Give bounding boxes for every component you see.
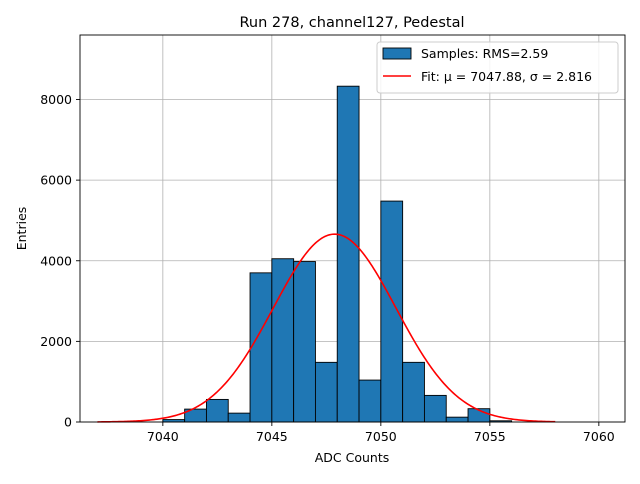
- x-tick-label: 7050: [365, 429, 397, 444]
- y-axis-label: Entries: [14, 207, 29, 251]
- legend: Samples: RMS=2.59 Fit: μ = 7047.88, σ = …: [376, 41, 619, 94]
- y-tick-label: 6000: [40, 173, 72, 188]
- histogram-bar: [336, 85, 360, 423]
- legend-box: [376, 41, 619, 94]
- y-tick-label: 2000: [40, 334, 72, 349]
- axes-frame: [79, 34, 626, 423]
- x-tick-label: 7055: [474, 429, 506, 444]
- histogram-bar: [445, 416, 469, 423]
- histogram-bar: [227, 412, 251, 423]
- y-tick-label: 0: [64, 415, 72, 430]
- x-tick-label: 7045: [256, 429, 288, 444]
- histogram-bar: [293, 261, 316, 423]
- x-tick-label: 7040: [147, 429, 179, 444]
- x-tick-label: 7060: [583, 429, 615, 444]
- histogram-bar: [358, 379, 382, 423]
- legend-histogram-swatch: [382, 47, 412, 60]
- axis-ticks: 7040 7045 7050 7055 7060 0 2000 4000 6000 8000: [40, 92, 615, 444]
- histogram-bar: [249, 272, 273, 423]
- fit-curve: [97, 233, 556, 423]
- legend-fit-label: Fit: μ = 7047.88, σ = 2.816: [421, 69, 592, 84]
- histogram-bar: [380, 200, 404, 423]
- histogram-bar: [423, 394, 447, 423]
- y-tick-label: 4000: [40, 253, 72, 268]
- y-tick-label: 8000: [40, 92, 72, 107]
- chart-title: Run 278, channel127, Pedestal: [239, 15, 464, 31]
- histogram-bar: [271, 258, 295, 423]
- histogram-bars: [162, 85, 513, 423]
- histogram-bar: [205, 398, 229, 423]
- fit-curve-line: [97, 233, 556, 423]
- histogram-bar: [314, 361, 338, 423]
- x-axis-label: ADC Counts: [315, 450, 390, 465]
- legend-histogram-label: Samples: RMS=2.59: [421, 46, 548, 61]
- histogram-bar: [402, 361, 425, 423]
